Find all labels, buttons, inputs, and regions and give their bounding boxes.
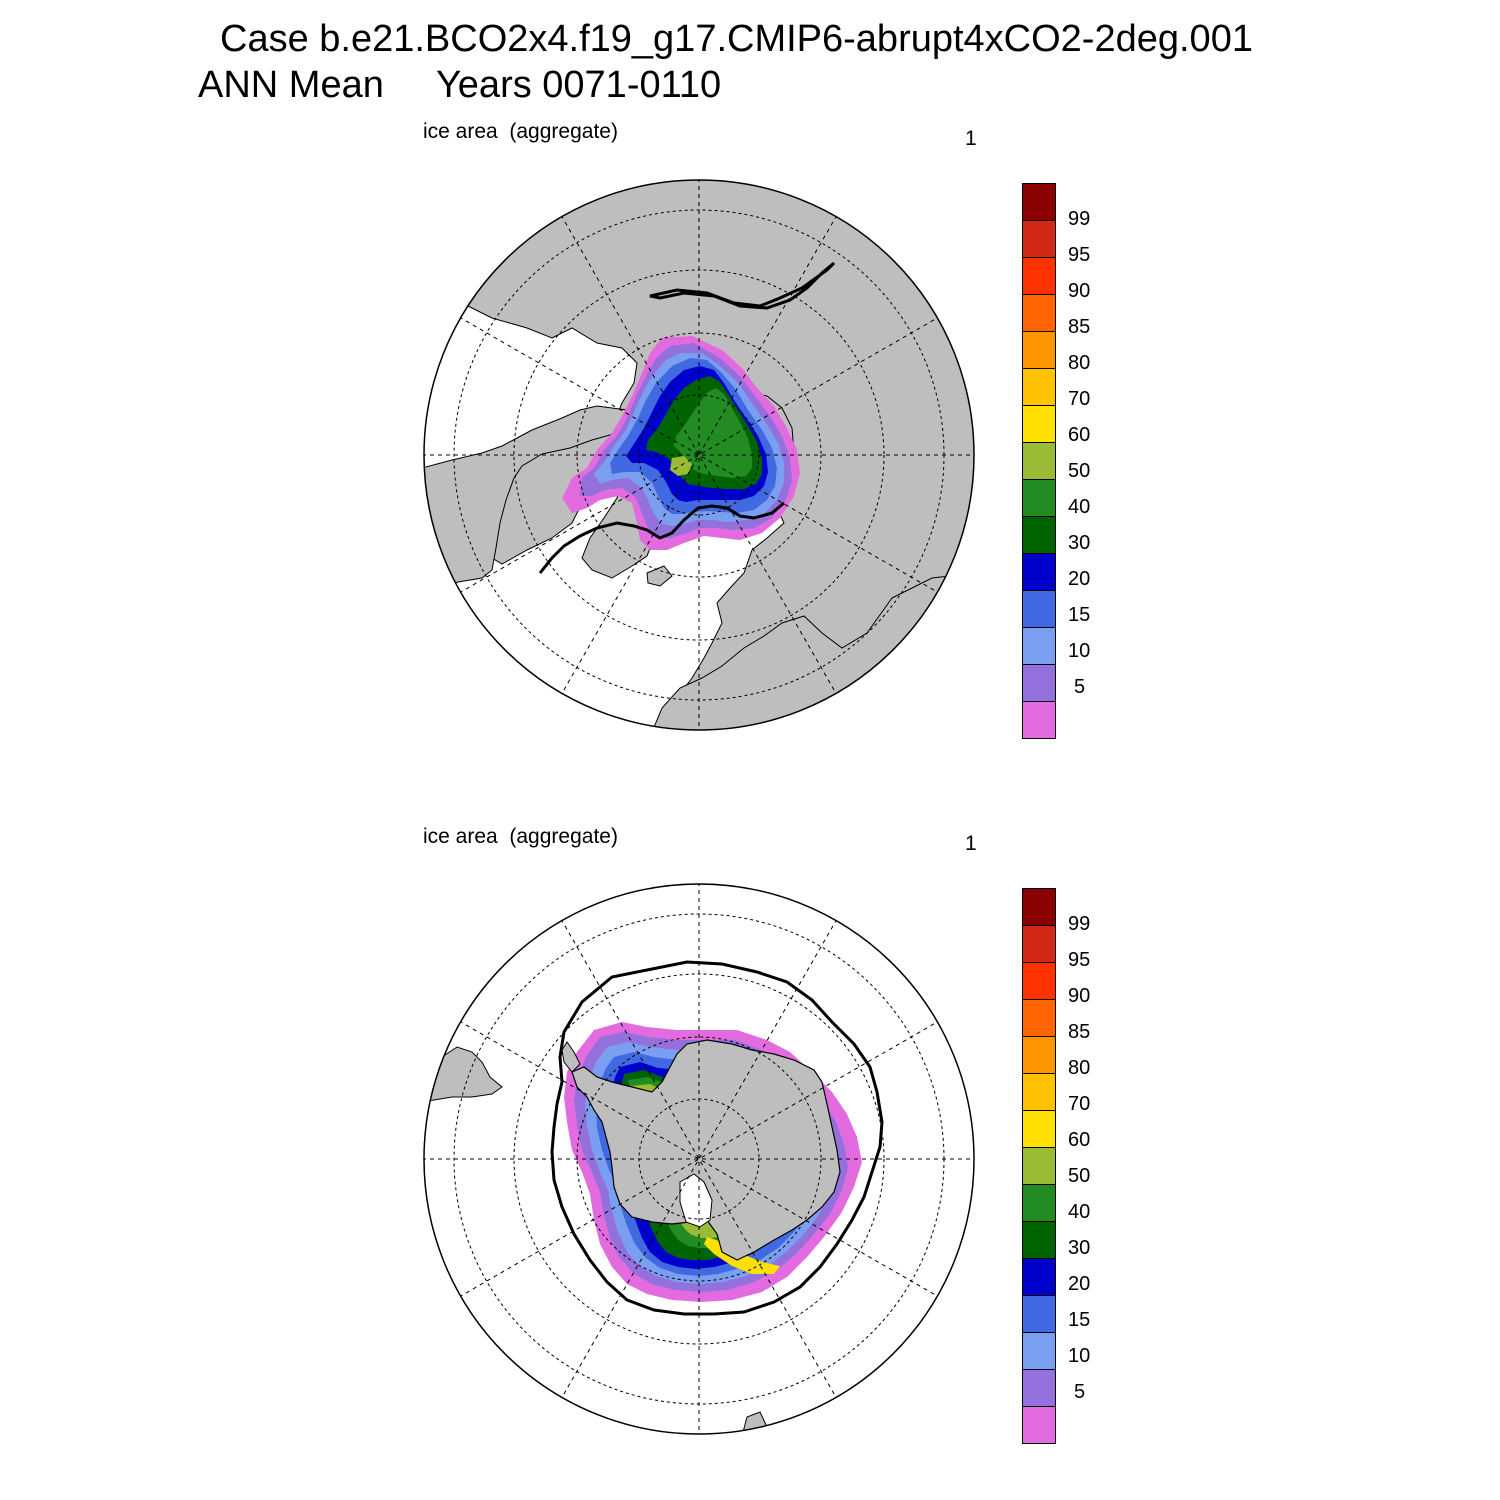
north-colorbar: [1022, 183, 1056, 739]
south-colorbar-tick-label: 20: [1068, 1273, 1091, 1295]
north-colorbar-box: [1022, 405, 1056, 442]
north-colorbar-box: [1022, 701, 1056, 739]
south-land-antarctica: [571, 1039, 841, 1261]
south-colorbar-tick-label: 50: [1068, 1165, 1091, 1187]
north-colorbar-tick-label: 30: [1068, 532, 1091, 554]
south-colorbar-box: [1022, 1036, 1056, 1073]
north-colorbar-box: [1022, 516, 1056, 553]
north-colorbar-tick-label: 90: [1068, 280, 1091, 302]
south-colorbar-tick-label: 40: [1068, 1201, 1091, 1223]
south-colorbar-tick-label: 70: [1068, 1093, 1091, 1115]
south-colorbar-tick-label: 60: [1068, 1129, 1091, 1151]
north-colorbar-box: [1022, 294, 1056, 331]
south-colorbar-tick-label: 95: [1068, 949, 1091, 971]
south-colorbar: [1022, 888, 1056, 1444]
north-colorbar-tick-label: 70: [1068, 388, 1091, 410]
north-units-label: 1: [965, 127, 977, 150]
south-ice-edge-line: [550, 960, 884, 1316]
north-map-border: [423, 179, 975, 731]
south-colorbar-box: [1022, 1147, 1056, 1184]
north-colorbar-tick-label: 20: [1068, 568, 1091, 590]
north-land-iceland: [646, 565, 673, 587]
south-units-label: 1: [965, 832, 977, 855]
north-colorbar-box: [1022, 368, 1056, 405]
figure-title-line-1: Case b.e21.BCO2x4.f19_g17.CMIP6-abrupt4x…: [220, 18, 1253, 60]
north-colorbar-tick-label: 5: [1074, 676, 1086, 698]
south-colorbar-box: [1022, 888, 1056, 925]
south-colorbar-box: [1022, 1406, 1056, 1444]
south-colorbar-box: [1022, 999, 1056, 1036]
north-colorbar-tick-label: 99: [1068, 208, 1091, 230]
north-colorbar-box: [1022, 257, 1056, 294]
south-map-border: [423, 883, 975, 1435]
north-colorbar-box: [1022, 442, 1056, 479]
south-colorbar-tick-label: 15: [1068, 1309, 1091, 1331]
south-colorbar-box: [1022, 1258, 1056, 1295]
north-polar-map: [423, 179, 975, 731]
north-variable-label: ice area (aggregate): [423, 120, 618, 143]
north-graticule: [424, 180, 974, 730]
north-ice-band-50: [674, 388, 752, 478]
north-colorbar-box: [1022, 590, 1056, 627]
south-colorbar-box: [1022, 1295, 1056, 1332]
north-colorbar-tick-label: 60: [1068, 424, 1091, 446]
north-ice-edge-line: [649, 261, 836, 310]
north-colorbar-box: [1022, 664, 1056, 701]
south-colorbar-tick-label: 5: [1074, 1381, 1086, 1403]
north-colorbar-tick-label: 15: [1068, 604, 1091, 626]
south-land-antarctic-peninsula: [561, 1041, 581, 1073]
north-colorbar-box: [1022, 627, 1056, 664]
south-graticule: [424, 884, 974, 1434]
north-colorbar-tick-label: 95: [1068, 244, 1091, 266]
south-colorbar-box: [1022, 1369, 1056, 1406]
north-colorbar-box: [1022, 220, 1056, 257]
north-colorbar-tick-label: 10: [1068, 640, 1091, 662]
north-colorbar-box: [1022, 331, 1056, 368]
south-colorbar-box: [1022, 1184, 1056, 1221]
north-colorbar-box: [1022, 553, 1056, 590]
south-colorbar-box: [1022, 962, 1056, 999]
south-ross-ice-shelf-gap: [679, 1173, 713, 1228]
south-colorbar-tick-label: 99: [1068, 913, 1091, 935]
north-colorbar-tick-label: 85: [1068, 316, 1091, 338]
north-colorbar-box: [1022, 183, 1056, 220]
north-ice-band-60: [670, 456, 692, 476]
south-variable-label: ice area (aggregate): [423, 825, 618, 848]
south-colorbar-tick-label: 10: [1068, 1345, 1091, 1367]
south-colorbar-tick-label: 90: [1068, 985, 1091, 1007]
south-colorbar-box: [1022, 1221, 1056, 1258]
south-colorbar-tick-label: 80: [1068, 1057, 1091, 1079]
south-colorbar-box: [1022, 1073, 1056, 1110]
north-ice-edge-line-atlantic: [538, 501, 785, 574]
north-colorbar-box: [1022, 479, 1056, 516]
south-colorbar-box: [1022, 1110, 1056, 1147]
figure-title-line-2: ANN Mean Years 0071-0110: [198, 64, 722, 106]
south-polar-map: [423, 883, 975, 1435]
south-colorbar-box: [1022, 925, 1056, 962]
north-colorbar-tick-label: 50: [1068, 460, 1091, 482]
south-colorbar-tick-label: 85: [1068, 1021, 1091, 1043]
south-colorbar-box: [1022, 1332, 1056, 1369]
north-colorbar-tick-label: 40: [1068, 496, 1091, 518]
north-colorbar-tick-label: 80: [1068, 352, 1091, 374]
south-colorbar-tick-label: 30: [1068, 1237, 1091, 1259]
